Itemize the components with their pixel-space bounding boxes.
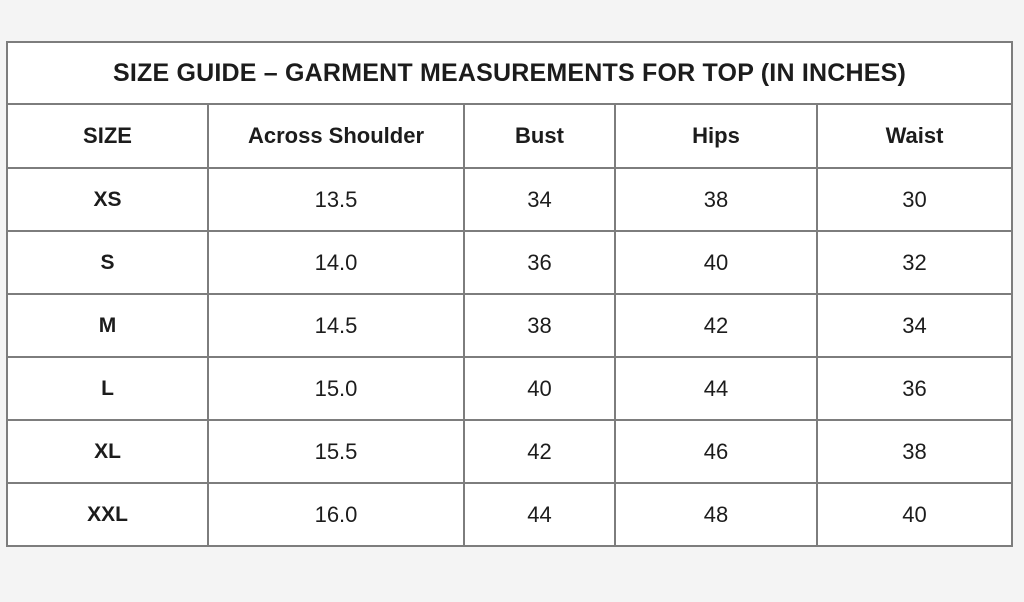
cell-waist: 32 <box>816 230 1013 295</box>
table-row: XS 13.5 34 38 30 <box>6 167 1013 232</box>
cell-size: XS <box>6 167 209 232</box>
cell-across-shoulder: 13.5 <box>207 167 465 232</box>
cell-bust: 38 <box>463 293 616 358</box>
cell-waist: 40 <box>816 482 1013 547</box>
cell-across-shoulder: 14.5 <box>207 293 465 358</box>
cell-bust: 36 <box>463 230 616 295</box>
cell-size: S <box>6 230 209 295</box>
cell-waist: 38 <box>816 419 1013 484</box>
table-title-row: SIZE GUIDE – GARMENT MEASUREMENTS FOR TO… <box>6 41 1013 105</box>
table-row: S 14.0 36 40 32 <box>6 230 1013 295</box>
table-row: XL 15.5 42 46 38 <box>6 419 1013 484</box>
cell-size: XL <box>6 419 209 484</box>
cell-hips: 48 <box>614 482 818 547</box>
table-row: M 14.5 38 42 34 <box>6 293 1013 358</box>
cell-across-shoulder: 16.0 <box>207 482 465 547</box>
table-head: SIZE GUIDE – GARMENT MEASUREMENTS FOR TO… <box>6 41 1013 169</box>
cell-waist: 34 <box>816 293 1013 358</box>
table-row: L 15.0 40 44 36 <box>6 356 1013 421</box>
cell-size: XXL <box>6 482 209 547</box>
cell-hips: 38 <box>614 167 818 232</box>
table-row: XXL 16.0 44 48 40 <box>6 482 1013 547</box>
column-header-hips: Hips <box>614 103 818 169</box>
column-header-bust: Bust <box>463 103 616 169</box>
table-body: XS 13.5 34 38 30 S 14.0 36 40 32 M 14.5 … <box>6 167 1013 547</box>
cell-bust: 42 <box>463 419 616 484</box>
column-header-waist: Waist <box>816 103 1013 169</box>
cell-hips: 40 <box>614 230 818 295</box>
cell-hips: 46 <box>614 419 818 484</box>
size-guide-table: SIZE GUIDE – GARMENT MEASUREMENTS FOR TO… <box>6 41 1013 547</box>
column-header-across-shoulder: Across Shoulder <box>207 103 465 169</box>
cell-size: M <box>6 293 209 358</box>
table-header-row: SIZE Across Shoulder Bust Hips Waist <box>6 103 1013 169</box>
cell-across-shoulder: 14.0 <box>207 230 465 295</box>
cell-across-shoulder: 15.0 <box>207 356 465 421</box>
cell-bust: 40 <box>463 356 616 421</box>
column-header-size: SIZE <box>6 103 209 169</box>
cell-across-shoulder: 15.5 <box>207 419 465 484</box>
cell-waist: 30 <box>816 167 1013 232</box>
cell-waist: 36 <box>816 356 1013 421</box>
cell-bust: 34 <box>463 167 616 232</box>
cell-bust: 44 <box>463 482 616 547</box>
cell-size: L <box>6 356 209 421</box>
cell-hips: 44 <box>614 356 818 421</box>
table-title: SIZE GUIDE – GARMENT MEASUREMENTS FOR TO… <box>6 41 1013 105</box>
cell-hips: 42 <box>614 293 818 358</box>
